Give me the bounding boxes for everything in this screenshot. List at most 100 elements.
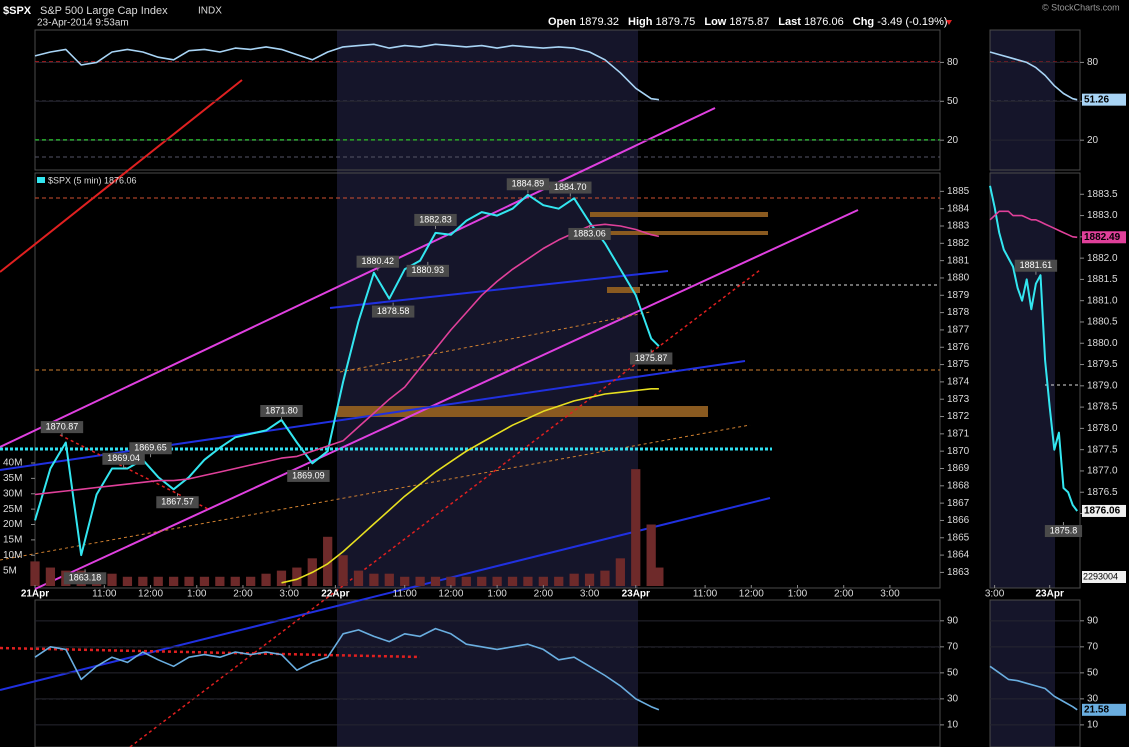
volume-bar — [446, 576, 456, 586]
y-tick-label: 1868 — [947, 480, 970, 491]
annotation: 1881.61 — [1020, 260, 1053, 270]
y-tick-label: 70 — [1087, 641, 1099, 652]
annotation-box — [40, 421, 84, 434]
y-tick-label: 1883.0 — [1087, 210, 1118, 221]
y-tick-label: 1882 — [947, 238, 970, 249]
y-tick-label: 80 — [1087, 57, 1099, 68]
y-tick-label: 1881.0 — [1087, 295, 1118, 306]
y-tick-label: 1882.0 — [1087, 253, 1118, 264]
volume-bar — [246, 576, 256, 586]
volume-bar — [461, 576, 471, 586]
y-tick-label: 90 — [947, 615, 959, 626]
volume-bar — [261, 573, 271, 586]
panel — [989, 172, 1081, 589]
y-tick-label: 1880.5 — [1087, 317, 1118, 328]
line — [989, 185, 1078, 512]
line — [989, 210, 1078, 239]
volume-bar — [369, 573, 379, 586]
line — [989, 665, 1078, 711]
volume-bar — [631, 469, 641, 586]
volume-bar — [30, 561, 40, 586]
x-tick-label: 12:00 — [138, 589, 163, 600]
panel-frames — [34, 29, 1081, 747]
last-value-box — [1082, 93, 1126, 106]
y-tick-label: 1869 — [947, 463, 970, 474]
y-tick-label: 1884 — [947, 203, 970, 214]
volume-bar — [615, 558, 625, 586]
annotation-box — [129, 442, 172, 455]
y-tick-label: 1881 — [947, 255, 970, 266]
zone — [585, 231, 768, 235]
annotation-box — [287, 469, 330, 482]
x-tick-label: 3:00 — [880, 589, 900, 600]
zone — [607, 287, 640, 293]
x-tick-label: 22Apr — [321, 589, 349, 600]
annotation: 1869.09 — [292, 470, 325, 480]
annotation: 1884.89 — [512, 179, 545, 189]
legend-entry: $SPX (5 min) 1876.06 — [48, 175, 137, 185]
x-tick-label: 1:00 — [187, 589, 207, 600]
volume-bar — [415, 576, 425, 586]
volume-bar — [584, 573, 595, 586]
y-tick-label: 1878 — [947, 307, 970, 318]
annotation: 1882.83 — [419, 214, 452, 224]
annotation: 1880.42 — [361, 256, 394, 266]
y-tick-label: 1879.0 — [1087, 380, 1118, 391]
volume-bar — [107, 573, 117, 586]
annotation: 1875.87 — [635, 353, 668, 363]
y-tick-label: 70 — [947, 641, 959, 652]
volume-bar — [230, 576, 240, 586]
y-tick-label: 1880 — [947, 273, 970, 284]
y-tick-label: 90 — [1087, 615, 1099, 626]
last-volume: 2293004 — [1083, 571, 1118, 581]
y-tick-label: 40M — [3, 458, 22, 469]
y-tick-label: 1875 — [947, 359, 970, 370]
trendline — [0, 646, 421, 659]
annotation: 1863.18 — [69, 573, 102, 583]
y-tick-label: 1867 — [947, 498, 970, 509]
y-tick-label: 1864 — [947, 550, 970, 561]
volume-bar — [430, 576, 441, 586]
volume-bar — [199, 576, 210, 586]
trendline — [0, 360, 746, 471]
trendline — [0, 497, 771, 691]
quote-label: Last — [778, 16, 801, 28]
line — [989, 51, 1078, 101]
y-tick-label: 1885 — [947, 186, 970, 197]
x-tick-label: 2:00 — [834, 589, 854, 600]
x-tick-label: 21Apr — [21, 589, 49, 600]
volume-bar — [654, 567, 664, 586]
volume-bar — [122, 576, 133, 586]
quote-label: Open — [548, 16, 576, 28]
y-tick-label: 10M — [3, 550, 22, 561]
volume-bar — [554, 576, 564, 586]
volume-bar — [492, 576, 502, 586]
y-tick-label: 1863 — [947, 567, 970, 578]
y-tick-label: 1866 — [947, 515, 970, 526]
y-tick-label: 1874 — [947, 377, 970, 388]
y-tick-label: 1879 — [947, 290, 970, 301]
annotation: 1867.57 — [161, 497, 194, 507]
annotation-box — [629, 352, 673, 365]
last-value: 51.26 — [1084, 94, 1109, 105]
quote-value: -3.49 (-0.19%) — [877, 16, 947, 28]
y-tick-label: 1873 — [947, 394, 970, 405]
y-tick-label: 1872 — [947, 411, 970, 422]
annotation: 1884.70 — [554, 182, 587, 192]
annotation: 1875.8 — [1050, 525, 1078, 535]
x-tick-label: 23Apr — [1036, 589, 1064, 600]
y-tick-label: 1877 — [947, 325, 970, 336]
x-tick-label: 11:00 — [693, 589, 718, 600]
y-tick-label: 15M — [3, 535, 22, 546]
volume-bar — [338, 555, 348, 586]
quote: Open 1879.32 High 1879.75 Low 1875.87 La… — [548, 16, 948, 28]
y-tick-label: 1865 — [947, 532, 970, 543]
volume-bar — [153, 576, 163, 586]
y-tick-label: 1883 — [947, 221, 970, 232]
y-tick-label: 1878.0 — [1087, 423, 1118, 434]
y-tick-label: 50 — [1087, 667, 1099, 678]
y-tick-label: 1881.5 — [1087, 274, 1118, 285]
exchange: INDX — [198, 6, 222, 17]
line — [281, 388, 659, 584]
annotation-box — [1044, 525, 1083, 538]
